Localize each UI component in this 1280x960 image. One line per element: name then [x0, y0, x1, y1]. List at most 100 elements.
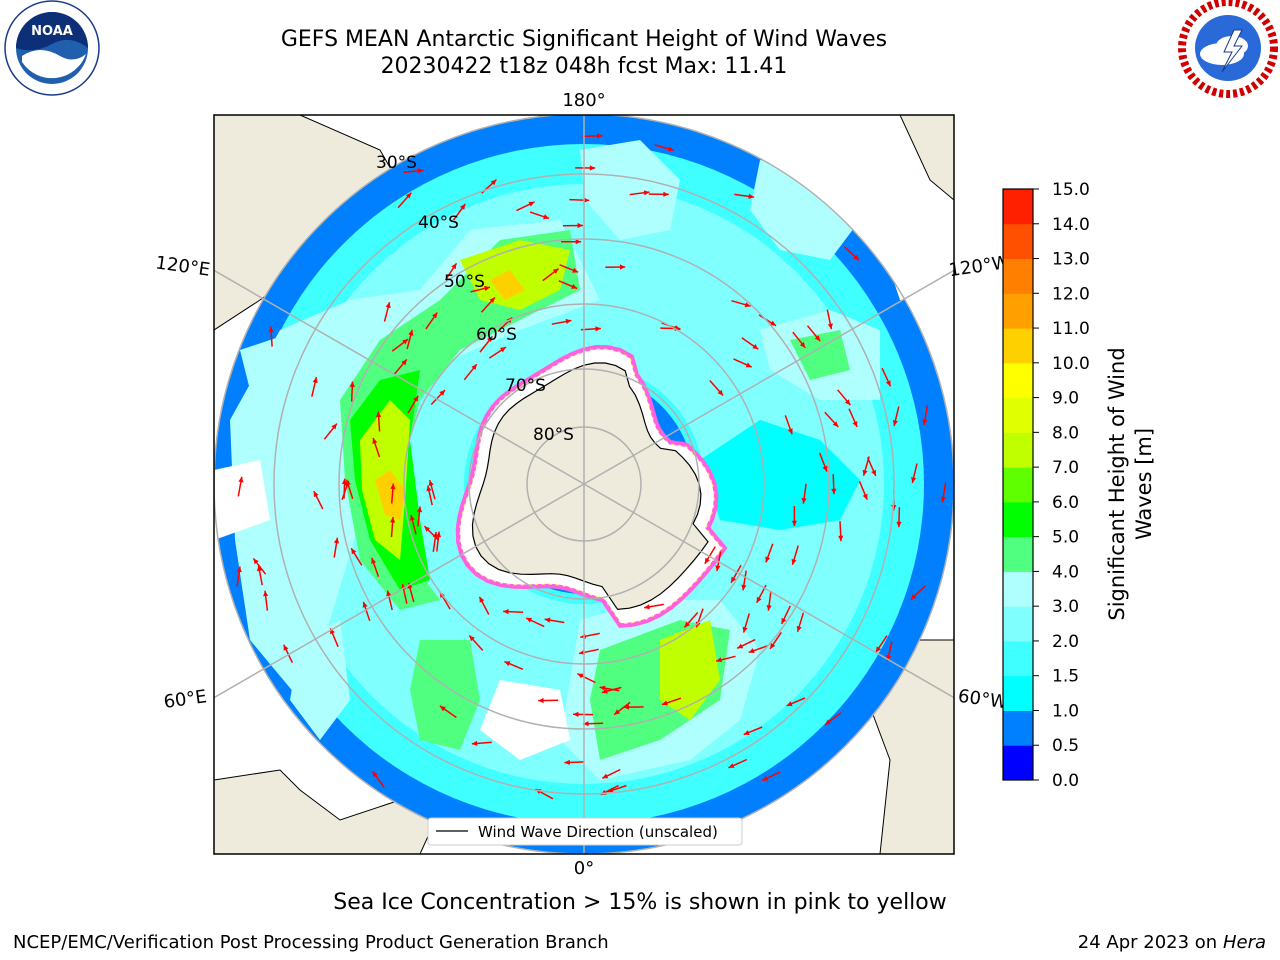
- meridian: [583, 483, 954, 699]
- wave-arrow-head: [786, 701, 793, 707]
- wave-arrow-head: [862, 493, 868, 500]
- wave-arrow-head: [787, 428, 793, 435]
- wave-arrow-head: [256, 565, 263, 572]
- noaa-logo: NOAA: [4, 0, 100, 96]
- antarctica: [460, 349, 722, 624]
- wave-contour: [410, 640, 480, 750]
- colorbar-tick-label: 9.0: [1052, 389, 1079, 409]
- antarctic-continent: [471, 362, 709, 611]
- wave-arrow-head: [748, 648, 755, 654]
- colorbar-tick-label: 10.0: [1052, 354, 1090, 374]
- colorbar-tick-label: 5.0: [1052, 528, 1079, 548]
- meridian: [214, 483, 585, 699]
- wave-contour: [214, 460, 270, 540]
- colorbar-tick-label: 8.0: [1052, 423, 1079, 443]
- chart-title: GEFS MEAN Antarctic Significant Height o…: [280, 27, 888, 52]
- colorbar-label-line2: Waves [m]: [1132, 428, 1156, 540]
- wave-arrow-head: [731, 576, 737, 583]
- wave-arrow-head: [401, 359, 407, 366]
- wave-contour: [460, 240, 570, 310]
- colorbar-tick-label: 13.0: [1052, 250, 1090, 270]
- wave-arrow-head: [538, 697, 544, 704]
- wave-arrow-head: [460, 204, 466, 210]
- wave-arrow-head: [372, 438, 378, 444]
- wave-arrow-head: [744, 302, 751, 308]
- wave-arrow-head: [487, 336, 493, 343]
- wave-arrow-head: [424, 526, 430, 532]
- wave-arrow-head: [426, 485, 432, 492]
- nws-logo: [1178, 0, 1278, 98]
- colorbar-label-line1: Significant Height of Wind: [1105, 347, 1129, 620]
- colorbar-tick-label: 1.5: [1052, 667, 1079, 687]
- legend: Wind Wave Direction (unscaled): [427, 817, 743, 846]
- colorbar-tick-label: 7.0: [1052, 458, 1079, 478]
- colorbar-swatch: [1003, 258, 1033, 294]
- footer-date-text: 24 Apr 2023 on: [1077, 932, 1223, 953]
- wave-arrow-head: [376, 411, 382, 418]
- wave-arrow-head: [435, 531, 442, 538]
- wave-arrow-head: [799, 341, 806, 348]
- wave-arrow-head: [852, 421, 858, 427]
- latitude-label: 40°S: [418, 213, 459, 233]
- wave-arrow-head: [349, 381, 355, 387]
- wave-arrow-head: [263, 590, 269, 597]
- wave-arrow-head: [796, 625, 802, 632]
- wave-contour: [375, 470, 405, 520]
- wave-arrow-head: [765, 556, 771, 563]
- wave-arrow-head: [544, 617, 551, 623]
- wave-arrow-head: [389, 517, 396, 523]
- wave-arrow-head: [503, 609, 509, 615]
- wave-contour: [700, 420, 860, 530]
- wave-arrow-head: [922, 419, 928, 425]
- footer-date: 24 Apr 2023 on Hera: [1078, 932, 1266, 953]
- wave-arrow-head: [577, 673, 584, 679]
- wave-arrow-head: [351, 548, 357, 555]
- wave-arrow-head: [583, 721, 589, 727]
- latitude-label: 50°S: [444, 272, 485, 292]
- legend-label: Wind Wave Direction (unscaled): [478, 823, 718, 841]
- wave-arrow-head: [409, 515, 415, 521]
- wave-arrow-head: [791, 558, 797, 565]
- wave-arrow-head: [489, 297, 495, 304]
- wave-arrow-head: [619, 264, 626, 270]
- footer-credit: NCEP/EMC/Verification Post Processing Pr…: [13, 932, 609, 953]
- wave-contour: [290, 620, 350, 740]
- wave-arrow-head: [416, 506, 423, 513]
- wave-arrow-head: [236, 566, 242, 573]
- wave-contour: [490, 270, 525, 300]
- wave-arrow-head: [853, 254, 860, 261]
- colorbar-tick-label: 11.0: [1052, 319, 1090, 339]
- longitude-label: 180°: [562, 90, 605, 111]
- colorbar-swatch: [1003, 675, 1033, 711]
- wave-arrow-head: [662, 700, 668, 706]
- wave-arrow-head: [595, 326, 601, 332]
- latitude-labels: 30°S 40°S 50°S 60°S 70°S 80°S: [376, 153, 574, 445]
- wave-arrow-head: [386, 590, 392, 597]
- colorbar-swatch: [1003, 223, 1033, 260]
- wave-arrow-head: [417, 168, 424, 174]
- latitude-label: 30°S: [376, 153, 417, 173]
- wave-arrow-head: [371, 557, 377, 564]
- wave-arrow-head: [372, 771, 378, 778]
- wave-arrow-head: [892, 420, 898, 426]
- wave-contour: [580, 140, 680, 240]
- wave-arrow-head: [862, 469, 868, 476]
- colorbar-tick-label: 0.5: [1052, 736, 1079, 756]
- svg-text:NOAA: NOAA: [31, 24, 73, 39]
- wave-arrow-head: [743, 730, 750, 735]
- wave-arrow-head: [643, 190, 650, 196]
- colorbar-swatch: [1003, 362, 1033, 399]
- wave-arrow-head: [253, 558, 259, 565]
- wave-arrow-head: [238, 476, 244, 483]
- wave-arrow-head: [762, 775, 769, 781]
- wave-arrow-head: [408, 329, 414, 336]
- wave-arrow-head: [831, 488, 837, 495]
- wave-arrow-head: [684, 621, 690, 628]
- footer-machine: Hera: [1222, 932, 1266, 953]
- wave-arrow-head: [599, 685, 606, 691]
- colorbar-swatch: [1003, 328, 1033, 364]
- wave-arrow-head: [716, 657, 722, 663]
- wave-arrow-head: [504, 661, 511, 667]
- colorbar-tick-label: 0.0: [1052, 771, 1079, 791]
